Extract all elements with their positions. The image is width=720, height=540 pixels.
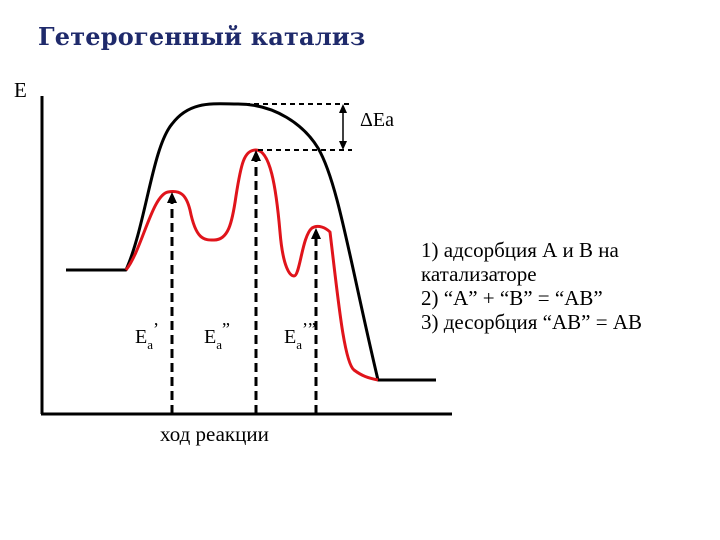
barrier-label-2-sup: ” (222, 319, 230, 339)
delta-arrow (339, 104, 347, 150)
barrier-label-1: Ea’ (135, 319, 159, 352)
delta-ea-label: ΔEa (360, 109, 394, 131)
barrier-label-1-sup: ’ (153, 319, 159, 339)
barrier-label-2-base: E (204, 326, 216, 348)
y-axis-label: E (14, 78, 27, 102)
barrier-label-2: Ea” (204, 319, 230, 352)
barrier-arrow-3 (311, 228, 321, 414)
barrier-label-3-sub: a (296, 337, 302, 352)
page-title: Гетерогенный катализ (38, 22, 366, 51)
stage-notes: 1) адсорбция А и В на катализаторе 2) “А… (421, 238, 711, 334)
note-line-3: 2) “А” + “В” = “АВ” (421, 286, 603, 310)
note-line-2: катализаторе (421, 262, 537, 286)
barrier-arrow-1 (167, 192, 177, 414)
uncatalyzed-curve (66, 102, 436, 382)
barrier-label-3-sup: ’” (302, 319, 316, 339)
x-axis-label: ход реакции (160, 422, 269, 446)
barrier-label-1-base: E (135, 326, 147, 348)
catalyzed-curve (124, 148, 379, 382)
barrier-label-2-sub: a (216, 337, 222, 352)
barrier-label-3: Ea’” (284, 319, 316, 352)
note-line-4: 3) десорбция “АВ” = АВ (421, 310, 642, 334)
note-line-1: 1) адсорбция А и В на (421, 238, 619, 262)
barrier-label-1-sub: a (147, 337, 153, 352)
barrier-label-3-base: E (284, 326, 296, 348)
barrier-arrow-2 (251, 150, 261, 414)
